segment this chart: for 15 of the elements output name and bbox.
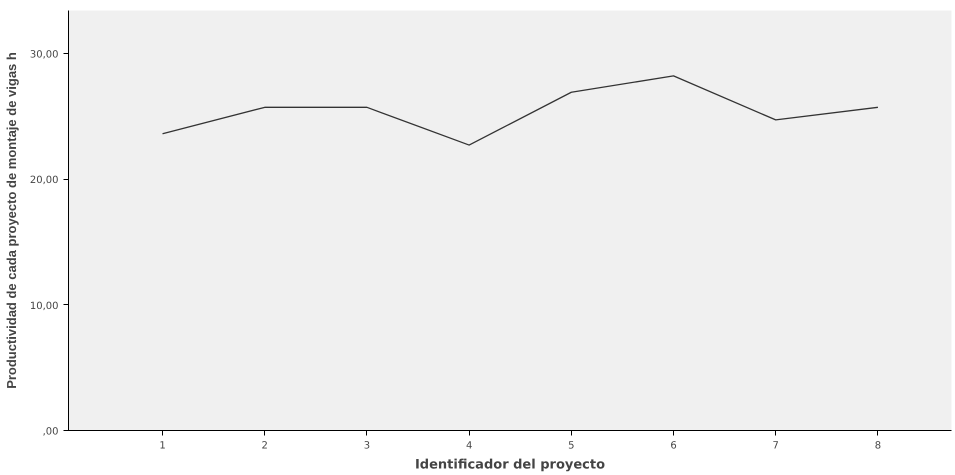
x-tick-label: 8 <box>874 440 882 452</box>
x-tick-label: 1 <box>159 440 166 452</box>
y-tick-label: 30,00 <box>30 49 59 60</box>
x-tick-label: 6 <box>670 440 677 452</box>
y-tick-label: ,00 <box>42 426 59 438</box>
x-axis-title: Identificador del proyecto <box>414 458 606 472</box>
x-tick-label: 2 <box>262 440 268 452</box>
x-tick-label: 4 <box>466 440 472 452</box>
x-tick-label: 3 <box>364 440 370 452</box>
y-axis-title: Productividad de cada proyecto de montaje de vigas h <box>4 52 19 389</box>
line-series <box>162 75 879 146</box>
y-tick-label: 10,00 <box>30 300 59 312</box>
x-tick-label: 7 <box>772 440 779 452</box>
y-tick-label: 20,00 <box>30 175 59 186</box>
x-tick-label: 5 <box>568 440 575 452</box>
